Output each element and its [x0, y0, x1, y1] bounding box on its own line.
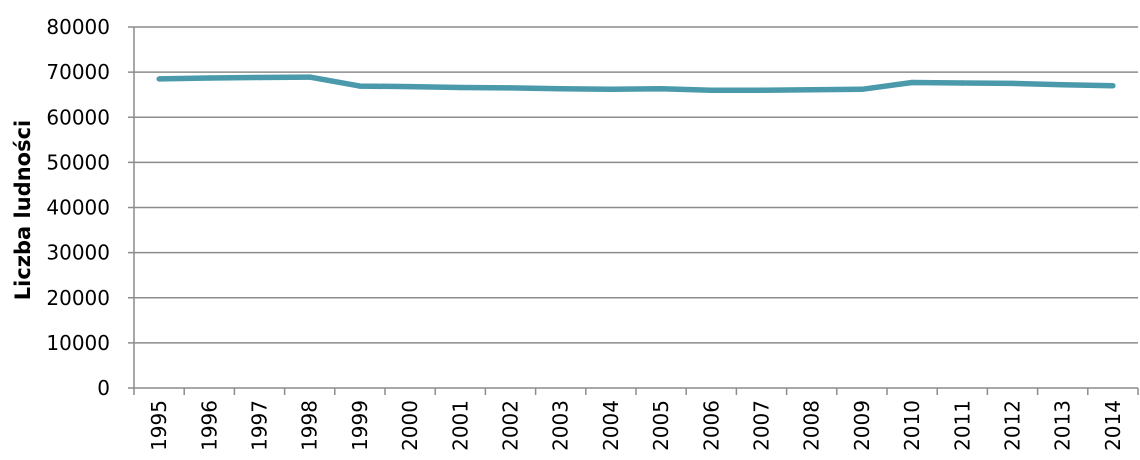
x-tick-label-2008: 2008: [800, 400, 824, 451]
data-point-2009: [859, 86, 865, 93]
series-layer: [156, 74, 1116, 93]
data-point-2014: [1110, 83, 1116, 89]
y-tick-label-10000: 10000: [46, 331, 110, 355]
y-tick-label-70000: 70000: [46, 60, 110, 84]
x-tick-label-1996: 1996: [197, 400, 221, 451]
y-axis-title: Liczba ludności: [11, 120, 35, 300]
axes: [128, 26, 1139, 395]
gridlines: [134, 26, 1138, 344]
x-tick-label-1999: 1999: [348, 400, 372, 451]
x-tick-label-2006: 2006: [699, 400, 723, 451]
data-point-2002: [507, 85, 514, 91]
data-point-2003: [558, 86, 564, 92]
x-tick-label-2000: 2000: [398, 400, 422, 451]
data-point-1995: [156, 76, 162, 82]
x-tick-label-2007: 2007: [750, 400, 774, 451]
data-point-2007: [758, 87, 765, 93]
data-point-2012: [1009, 80, 1016, 87]
x-tick-label-2003: 2003: [549, 400, 573, 451]
data-point-1998: [307, 74, 313, 80]
data-point-1997: [256, 74, 263, 81]
x-tick-label-2009: 2009: [850, 400, 874, 451]
data-point-2004: [608, 86, 614, 93]
data-point-2001: [457, 84, 463, 91]
data-point-2013: [1060, 82, 1066, 88]
y-tick-label-30000: 30000: [46, 241, 110, 265]
data-point-1999: [357, 83, 363, 89]
data-point-1996: [206, 75, 212, 81]
series-line-0: [159, 74, 1113, 93]
y-tick-label-40000: 40000: [46, 196, 110, 220]
y-tick-label-80000: 80000: [46, 15, 110, 39]
data-point-2011: [959, 80, 965, 86]
y-tick-labels: 0 10000 20000 30000 40000 50000 60000 70000 8000…: [46, 15, 110, 400]
x-tick-label-2011: 2011: [950, 400, 974, 451]
data-point-2010: [909, 79, 915, 86]
y-tick-label-50000: 50000: [46, 150, 110, 174]
data-point-2005: [658, 86, 664, 92]
data-point-2006: [708, 87, 714, 93]
x-tick-label-1995: 1995: [147, 400, 171, 451]
x-tick-label-2014: 2014: [1101, 400, 1125, 451]
data-point-2008: [809, 87, 815, 93]
y-tick-label-60000: 60000: [46, 105, 110, 129]
data-point-2000: [407, 83, 413, 90]
x-tick-label-2013: 2013: [1051, 400, 1075, 451]
x-tick-labels: 1995 1996 1997 1998 1999 2000 2001 2002 2003 2004…: [147, 400, 1125, 451]
y-tick-label-20000: 20000: [46, 286, 110, 310]
x-tick-label-2004: 2004: [599, 400, 623, 451]
x-tick-label-2001: 2001: [448, 400, 472, 451]
y-tick-label-0: 0: [97, 376, 110, 400]
x-tick-label-2002: 2002: [499, 400, 523, 451]
x-tick-label-2012: 2012: [1001, 400, 1025, 451]
x-tick-label-1998: 1998: [298, 400, 322, 451]
x-tick-label-2005: 2005: [649, 400, 673, 451]
x-tick-label-1997: 1997: [248, 400, 272, 451]
x-tick-label-2010: 2010: [900, 400, 924, 451]
